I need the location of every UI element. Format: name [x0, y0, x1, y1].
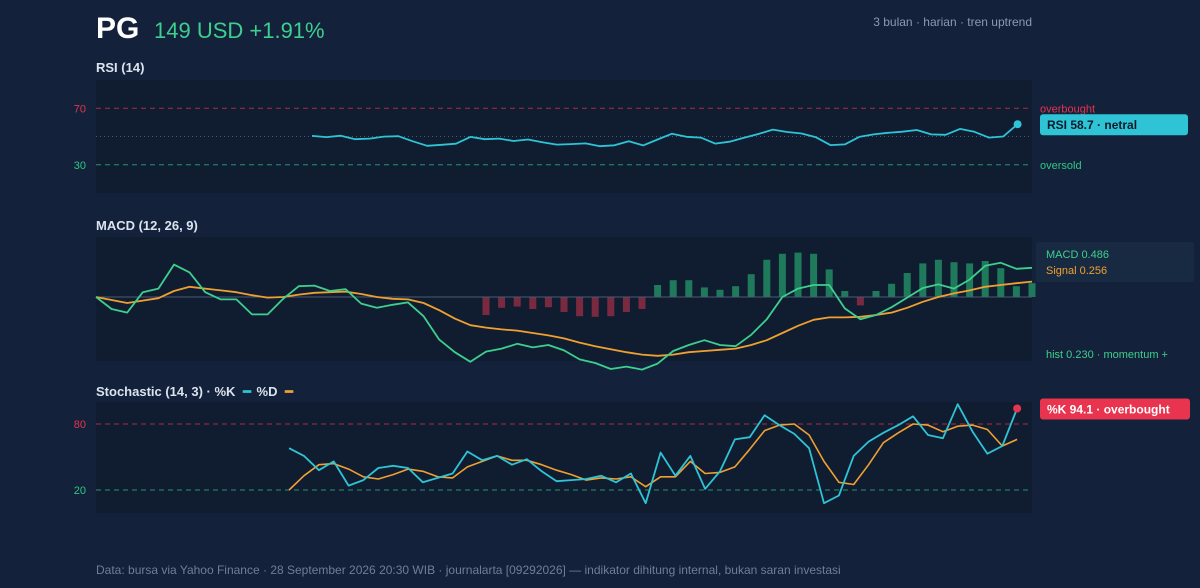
macd-hist-bar [1028, 283, 1036, 297]
ticker-symbol: PG [96, 12, 139, 45]
footer-source: Data: bursa via Yahoo Finance · 28 Septe… [96, 563, 841, 577]
stoch-panel [96, 402, 1032, 513]
macd-hist-bar [950, 262, 958, 297]
macd-hist-bar [778, 253, 786, 297]
macd-hist-bar [872, 291, 880, 297]
stoch-title-text: Stochastic (14, 3) · %K [96, 384, 236, 399]
rsi-title: RSI (14) [96, 60, 144, 75]
macd-hist-bar [685, 280, 693, 297]
macd-hist-bar [934, 259, 942, 297]
stoch-k-legend-swatch: ━ [242, 384, 252, 399]
macd-hist-bar [482, 297, 490, 315]
macd-hist-bar [654, 285, 662, 297]
macd-hist-bar [544, 297, 552, 308]
macd-legend-hist: hist 0.230 · momentum + [1046, 349, 1168, 361]
macd-hist-bar [622, 297, 630, 312]
macd-legend-signal: Signal 0.256 [1046, 265, 1107, 277]
macd-legend-macd: MACD 0.486 [1046, 249, 1109, 261]
macd-hist-bar [825, 269, 833, 297]
macd-legend-box [1036, 242, 1194, 282]
stoch-k-line [288, 403, 1018, 505]
rsi-badge [1040, 114, 1188, 136]
rsi-tick-70: 70 [74, 103, 86, 115]
macd-hist-bar [747, 274, 755, 297]
macd-hist-bar [856, 297, 864, 306]
macd-hist-bar [669, 280, 677, 297]
macd-hist-bar [716, 289, 724, 297]
rsi-line [311, 123, 1019, 148]
macd-hist-bar [763, 259, 771, 297]
macd-hist-bar [498, 297, 506, 308]
macd-hist-bar [794, 252, 802, 297]
macd-hist-bar [700, 287, 708, 297]
macd-hist-bar [576, 297, 584, 317]
macd-hist-bar [607, 297, 615, 317]
macd-hist-bar [638, 297, 646, 309]
rsi-tick-30: 30 [74, 160, 86, 172]
macd-hist-bar [981, 261, 989, 297]
macd-hist-bar [529, 297, 537, 309]
macd-hist-bar [513, 297, 521, 307]
stoch-d-legend-swatch: ━ [284, 384, 294, 399]
price-change: 149 USD +1.91% [154, 18, 325, 43]
macd-hist-bar [888, 283, 896, 297]
macd-hist-bar [997, 268, 1005, 297]
rsi-badge-text: RSI 58.7 · netral [1047, 118, 1137, 132]
macd-hist-bar [732, 286, 740, 297]
stoch-title: Stochastic (14, 3) · %K ━ %D ━ [96, 384, 294, 399]
rsi-level-tag-overbought: overbought [1040, 103, 1095, 115]
macd-line [95, 261, 1033, 371]
rsi-level-tag-oversold: oversold [1040, 160, 1082, 172]
macd-hist-bar [591, 297, 599, 317]
macd-hist-bar [1012, 286, 1020, 297]
stoch-tick-20: 20 [74, 485, 86, 497]
macd-hist-bar [919, 263, 927, 297]
macd-hist-bar [903, 273, 911, 297]
macd-hist-bar [810, 253, 818, 297]
macd-hist-bar [841, 291, 849, 297]
macd-hist-bar [560, 297, 568, 312]
rsi-last-point [1013, 120, 1022, 129]
stoch-tick-80: 80 [74, 419, 86, 431]
stoch-d-label: %D [257, 384, 278, 399]
stoch-badge-text: %K 94.1 · overbought [1047, 402, 1170, 416]
macd-title: MACD (12, 26, 9) [96, 218, 198, 233]
period-meta: 3 bulan · harian · tren uptrend [873, 15, 1032, 29]
stoch-last-point [1013, 404, 1022, 413]
stoch-badge [1040, 398, 1190, 420]
